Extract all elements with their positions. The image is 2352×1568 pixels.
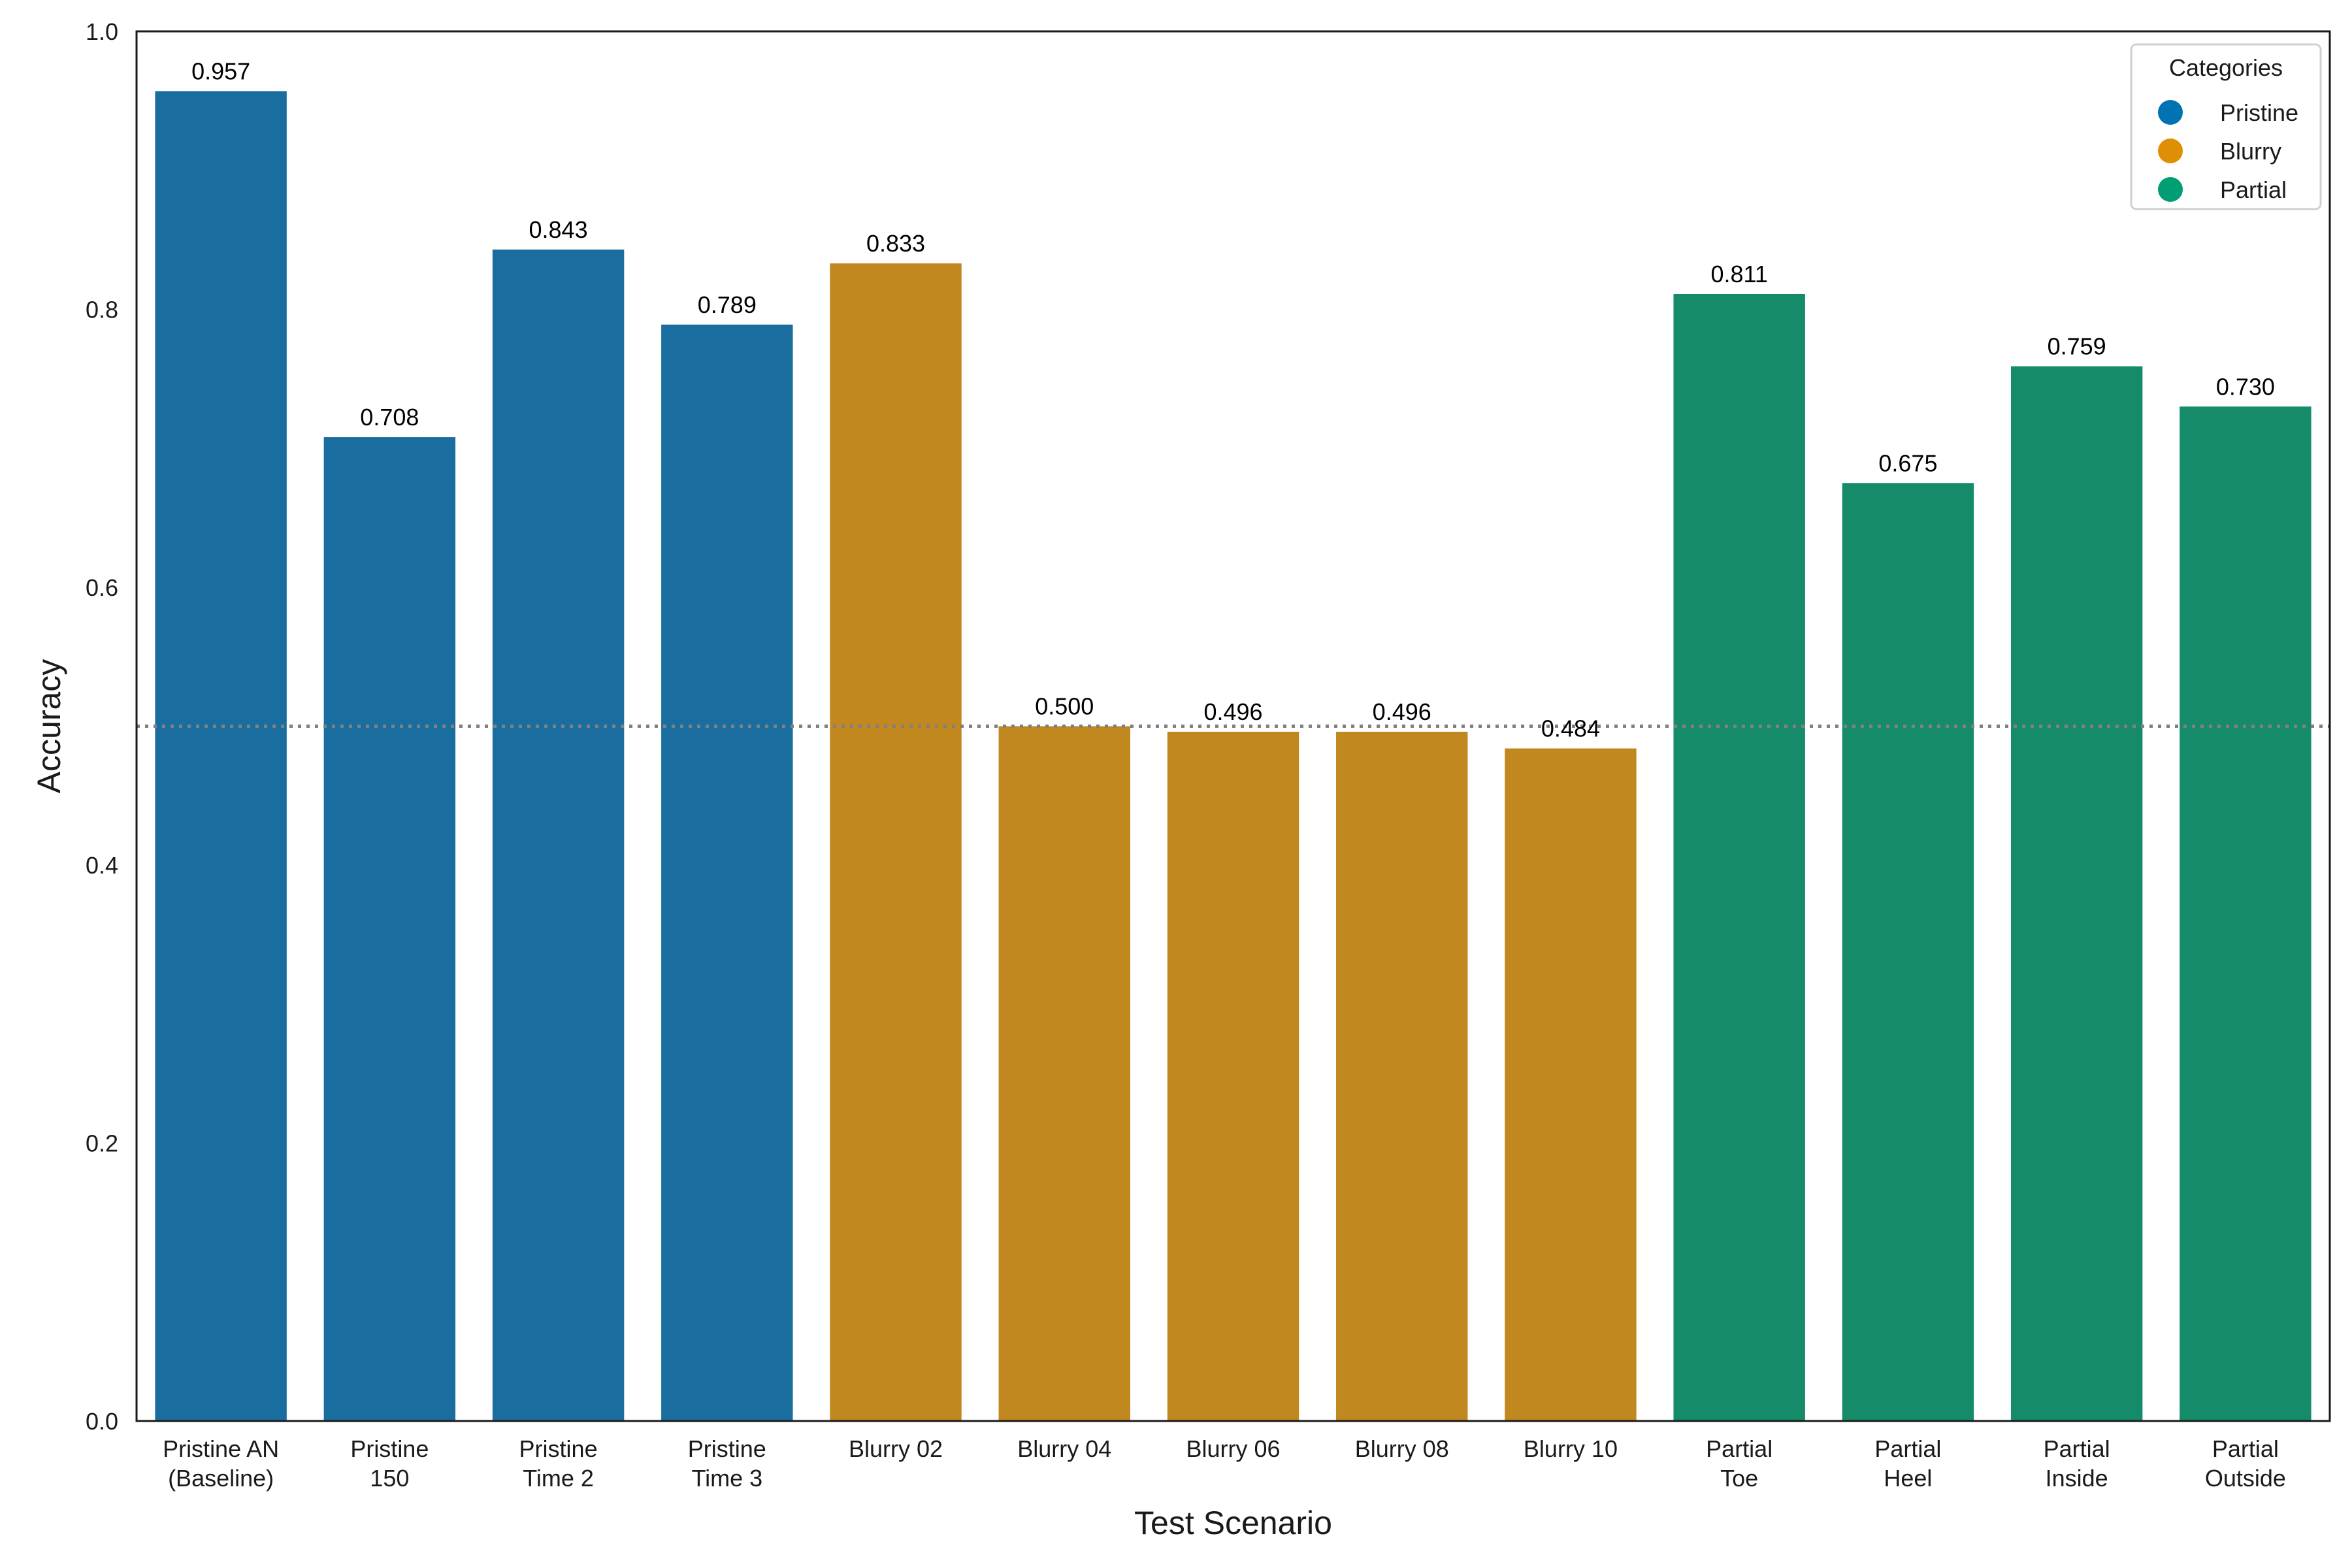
- bar-pristine-an-baseline: [155, 91, 287, 1422]
- value-labels-layer: 0.957 0.708 0.843 0.789 0.833 0.500 0.496 0.496…: [191, 57, 2275, 742]
- y-axis-title: Accuracy: [31, 659, 67, 794]
- legend-title: Categories: [2169, 54, 2283, 81]
- x-tick-label-pristine-an-baseline: Pristine AN (Baseline): [163, 1435, 279, 1492]
- y-tick-label: 0.4: [86, 852, 118, 879]
- value-label-partial-toe: 0.811: [1710, 261, 1767, 287]
- bar-pristine-time-2: [492, 249, 625, 1422]
- legend-marker-pristine: [2158, 100, 2183, 125]
- x-tick-label-blurry-10: Blurry 10: [1524, 1435, 1618, 1462]
- value-label-partial-outside: 0.730: [2216, 373, 2275, 400]
- bar-partial-outside: [2180, 406, 2311, 1421]
- x-axis-title: Test Scenario: [1134, 1505, 1332, 1541]
- bar-pristine-150: [323, 437, 456, 1421]
- legend-box: [2130, 43, 2322, 210]
- x-axis: Pristine AN (Baseline) Pristine 150 Pristine…: [163, 1435, 2286, 1492]
- legend-label-blurry: Blurry: [2220, 138, 2281, 165]
- x-tick-label-blurry-04: Blurry 04: [1017, 1435, 1111, 1462]
- y-tick-label: 0.2: [86, 1130, 118, 1157]
- x-tick-label-partial-heel: Partial Heel: [1874, 1435, 1941, 1492]
- value-label-partial-inside: 0.759: [2048, 333, 2106, 360]
- value-label-pristine-an-baseline: 0.957: [191, 57, 250, 84]
- y-tick-label: 0.0: [86, 1408, 118, 1435]
- y-tick-label: 0.8: [86, 296, 118, 323]
- legend-marker-partial: [2158, 177, 2183, 202]
- x-tick-label-partial-toe: Partial Toe: [1706, 1435, 1772, 1492]
- bar-partial-heel: [1842, 483, 1974, 1421]
- legend-label-partial: Partial: [2220, 176, 2287, 203]
- bar-blurry-06: [1167, 732, 1299, 1421]
- value-label-blurry-04: 0.500: [1035, 693, 1094, 720]
- bar-pristine-time-3: [661, 324, 793, 1421]
- value-label-pristine-150: 0.708: [360, 404, 419, 431]
- bar-blurry-08: [1336, 732, 1468, 1421]
- x-tick-label-pristine-150: Pristine 150: [350, 1435, 429, 1492]
- legend-marker-blurry: [2158, 139, 2183, 163]
- bar-blurry-10: [1505, 748, 1637, 1421]
- value-label-blurry-10: 0.484: [1541, 715, 1600, 742]
- y-tick-label: 0.6: [86, 574, 118, 601]
- legend-items: Pristine Blurry Partial: [2158, 99, 2298, 203]
- y-tick-label: 1.0: [86, 18, 118, 45]
- legend: Categories Pristine Blurry Partial: [2130, 43, 2322, 210]
- bar-blurry-04: [998, 726, 1130, 1421]
- x-tick-label-partial-inside: Partial Inside: [2044, 1435, 2110, 1492]
- y-axis: 0.0 0.2 0.4 0.6 0.8 1.0: [86, 18, 118, 1435]
- value-label-blurry-06: 0.496: [1203, 698, 1262, 725]
- x-tick-label-partial-outside: Partial Outside: [2205, 1435, 2286, 1492]
- legend-label-pristine: Pristine: [2220, 99, 2298, 126]
- x-tick-label-blurry-02: Blurry 02: [849, 1435, 943, 1462]
- x-tick-label-pristine-time-2: Pristine Time 2: [519, 1435, 598, 1492]
- x-tick-label-pristine-time-3: Pristine Time 3: [688, 1435, 766, 1492]
- bar-partial-inside: [2010, 366, 2143, 1422]
- bars-layer: [155, 91, 2311, 1422]
- x-tick-label-blurry-08: Blurry 08: [1355, 1435, 1449, 1462]
- value-label-partial-heel: 0.675: [1878, 449, 1937, 476]
- value-label-pristine-time-3: 0.789: [698, 291, 757, 318]
- x-tick-label-blurry-06: Blurry 06: [1186, 1435, 1280, 1462]
- plot-frame: [135, 30, 2331, 1422]
- value-label-blurry-02: 0.833: [866, 230, 925, 257]
- value-label-blurry-08: 0.496: [1373, 698, 1431, 725]
- bar-partial-toe: [1673, 294, 1805, 1422]
- value-label-pristine-time-2: 0.843: [529, 216, 588, 243]
- bar-blurry-02: [830, 263, 962, 1422]
